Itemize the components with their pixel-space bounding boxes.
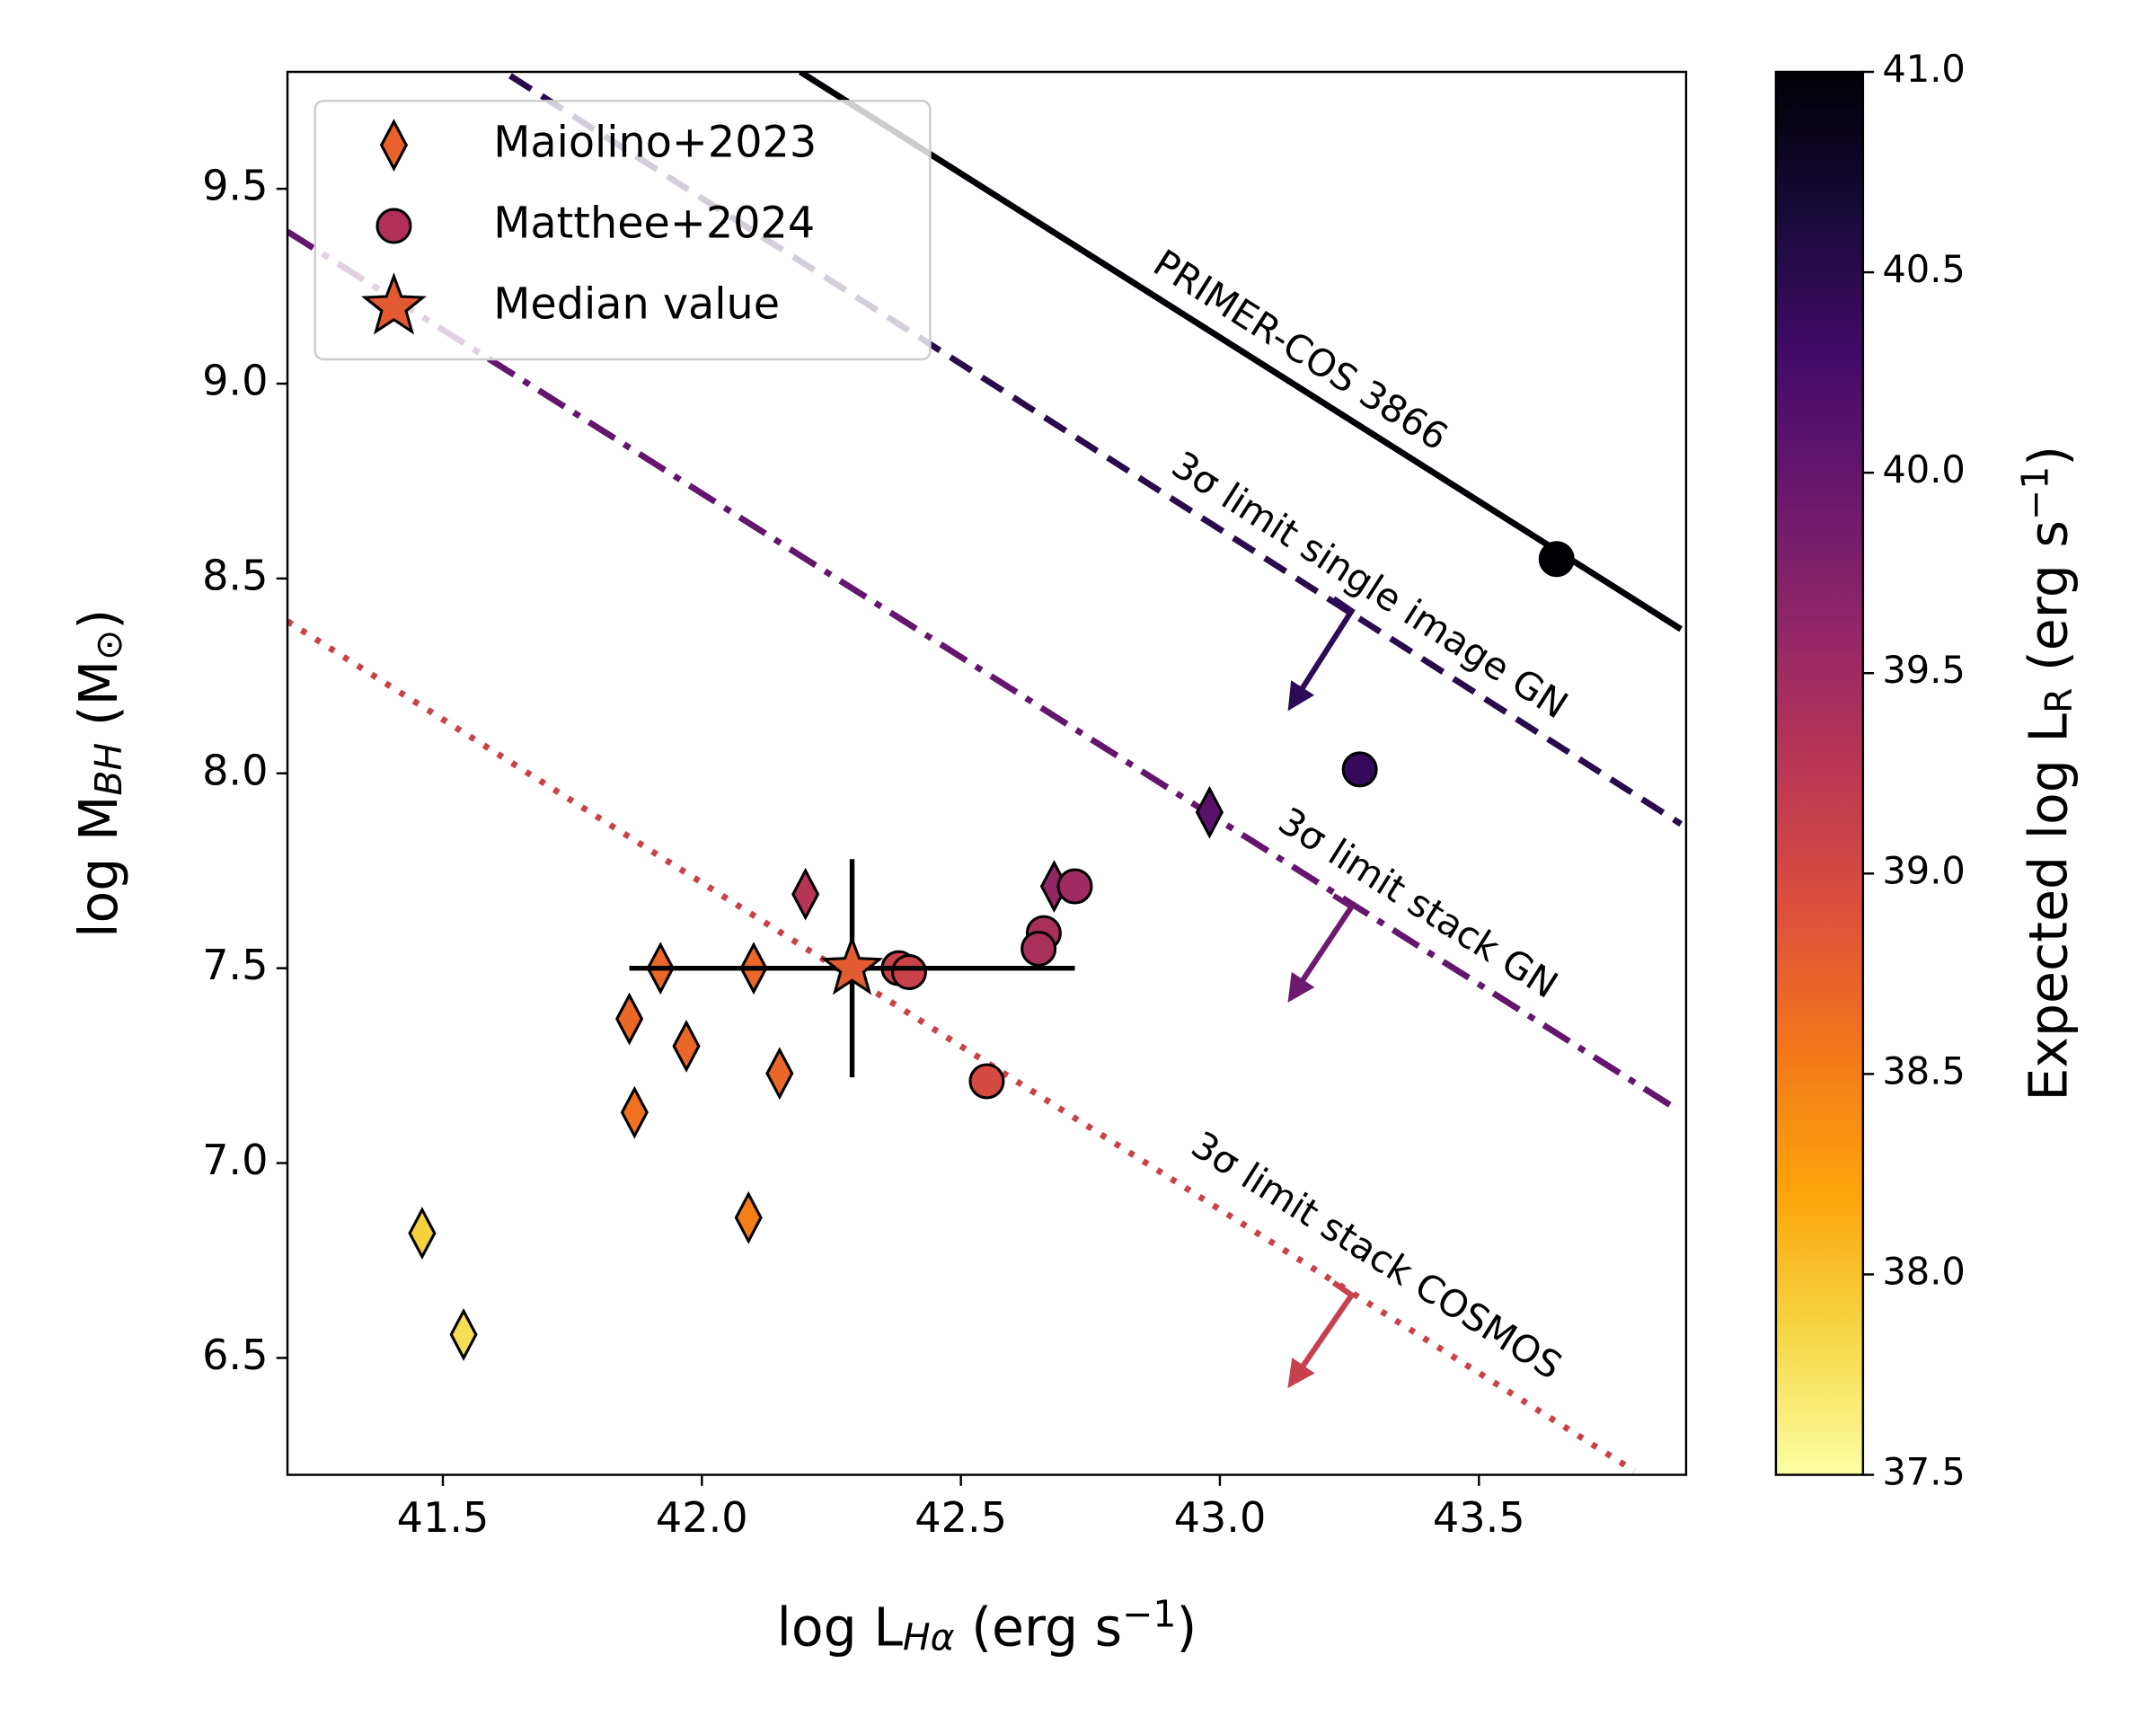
circle-marker	[1341, 751, 1378, 788]
circle-marker	[1056, 868, 1093, 905]
limit-arrows	[1287, 596, 1356, 1389]
label-part: (erg s	[955, 1597, 1122, 1658]
label-part: Hα	[903, 1616, 955, 1659]
diamond-marker	[449, 1307, 478, 1361]
colorbar-tick-label: 39.5	[1882, 648, 1965, 692]
axis-label: Expected log LR (erg s−1)	[2013, 446, 2081, 1101]
diamond-marker	[734, 1190, 763, 1244]
colorbar-tick-label: 37.5	[1882, 1450, 1965, 1494]
diamond-marker	[791, 867, 820, 921]
label-part: BH	[87, 743, 130, 796]
legend-label: Matthee+2024	[493, 199, 815, 249]
label-part: (erg s	[2019, 520, 2080, 688]
diamond-marker	[620, 1085, 649, 1139]
label-part: ⊙	[87, 630, 130, 660]
circle-marker	[1021, 930, 1057, 967]
y-tick-label: 9.0	[202, 357, 268, 405]
circle-marker	[890, 953, 927, 990]
circle-marker	[968, 1063, 1005, 1100]
colorbar-tick-label: 38.5	[1882, 1048, 1965, 1092]
circle-marker	[376, 208, 412, 244]
label-part: )	[2019, 446, 2080, 466]
circle-marker	[1538, 541, 1575, 578]
limit-line	[287, 618, 1637, 1474]
label-part: )	[68, 609, 129, 630]
label-part: log M	[68, 796, 129, 938]
x-tick-label: 43.0	[1174, 1493, 1267, 1542]
limit-arrow	[1287, 893, 1356, 1003]
label-part: )	[1176, 1597, 1197, 1658]
colorbar-tick-label: 38.0	[1882, 1249, 1965, 1293]
axis-label: log LHα (erg s−1)	[777, 1592, 1197, 1659]
line-annotation: PRIMER-COS 3866	[1146, 241, 1456, 459]
y-tick-label: 6.5	[202, 1331, 268, 1379]
y-tick-label: 8.5	[202, 551, 268, 599]
y-tick-label: 8.0	[202, 746, 268, 794]
label-part: log L	[777, 1597, 904, 1658]
legend-label: Maiolino+2023	[493, 119, 817, 168]
limit-line	[287, 228, 1678, 1111]
colorbar-tick-label: 40.0	[1882, 447, 1965, 491]
limit-line	[799, 72, 1683, 632]
label-part: R	[2037, 688, 2081, 713]
star-marker	[820, 934, 884, 995]
diamond-marker	[672, 1019, 701, 1073]
legend-label: Median value	[493, 280, 780, 330]
diamond-marker	[1195, 785, 1224, 839]
colorbar-tick-label: 40.5	[1882, 247, 1965, 291]
label-part: −1	[2013, 466, 2056, 520]
x-tick-label: 42.5	[915, 1493, 1007, 1542]
diamond-marker	[614, 992, 644, 1046]
legend: Maiolino+2023 Matthee+2024 Median value	[314, 100, 932, 361]
legend-box	[314, 100, 932, 361]
diamond-marker	[765, 1047, 794, 1101]
x-tick-label: 43.5	[1433, 1493, 1525, 1542]
star-marker	[360, 272, 427, 335]
line-annotation: 3σ limit stack GN	[1271, 799, 1566, 1007]
line-annotation: 3σ limit stack COSMOS	[1184, 1122, 1569, 1388]
x-tick-label: 41.5	[397, 1493, 490, 1542]
diamond-marker	[408, 1207, 437, 1261]
y-tick-label: 9.5	[202, 162, 268, 210]
axis-label: log MBH (M⊙)	[68, 609, 130, 938]
colorbar-tick-label: 39.0	[1882, 848, 1965, 892]
diamond-marker	[379, 119, 409, 172]
plot-frame	[286, 70, 1688, 1476]
label-part: (M	[68, 660, 129, 743]
limit-arrow	[1287, 1280, 1356, 1389]
label-part: Expected log L	[2019, 713, 2080, 1101]
limit-arrow	[1287, 596, 1356, 712]
y-tick-label: 7.5	[202, 941, 268, 989]
x-tick-label: 42.0	[656, 1493, 748, 1542]
colorbar	[1774, 70, 1865, 1476]
line-annotation: 3σ limit single image GN	[1164, 442, 1576, 727]
colorbar-tick-label: 41.0	[1882, 47, 1965, 91]
label-part: −1	[1122, 1592, 1176, 1635]
y-tick-label: 7.0	[202, 1136, 268, 1184]
